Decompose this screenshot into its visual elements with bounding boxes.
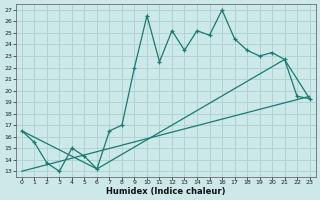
X-axis label: Humidex (Indice chaleur): Humidex (Indice chaleur) (106, 187, 226, 196)
